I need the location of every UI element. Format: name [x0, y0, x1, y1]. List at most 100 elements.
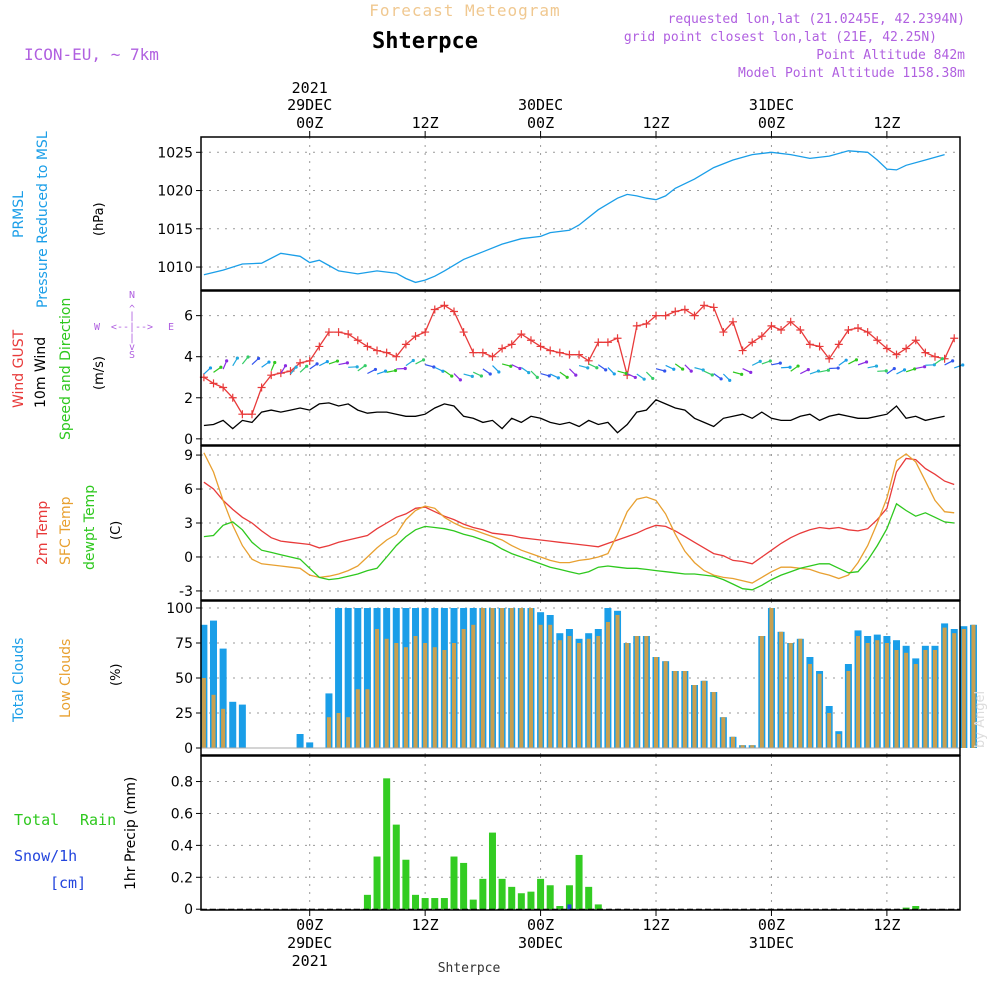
wind-arrow-head: [450, 374, 454, 378]
snow-bar: [567, 904, 572, 910]
low-cloud-bar: [384, 638, 389, 748]
wind-arrow-head: [535, 375, 539, 379]
wind-arrow-head: [844, 358, 848, 362]
rain-bar: [440, 898, 448, 910]
wind-arrow-head: [874, 364, 879, 368]
low-cloud-bar: [740, 745, 745, 748]
top-year: 2021: [292, 79, 328, 97]
gust-marker: [363, 342, 372, 351]
gust-marker: [815, 342, 824, 351]
top-date: 30DEC: [518, 96, 563, 114]
series-sfc-temp: [203, 452, 955, 584]
y-tick-label: 0.4: [171, 838, 193, 854]
gust-marker: [324, 328, 333, 337]
low-cloud-bar: [365, 689, 370, 748]
wind-arrow-head: [689, 369, 693, 373]
y-tick-label: 9: [184, 448, 193, 464]
gust-marker: [459, 328, 468, 337]
wind-arrow-head: [267, 360, 271, 364]
wind-arrow-head: [246, 355, 250, 359]
rain-bar: [383, 778, 391, 910]
wind-arrow-head: [373, 367, 378, 372]
y-tick-label: 50: [175, 671, 193, 687]
rain-bar: [392, 824, 400, 910]
speed-direction-label: Speed and Direction: [58, 298, 74, 440]
panel-frame: [200, 600, 961, 756]
gust-marker: [344, 330, 353, 339]
pressure-msl-label: Pressure Reduced to MSL: [35, 131, 51, 308]
low-cloud-bar: [942, 627, 947, 748]
low-cloud-bar: [480, 608, 485, 748]
gust-marker: [546, 346, 555, 355]
rain-bar: [537, 878, 545, 910]
wind-labels: Wind GUST 10m Wind Speed and Direction (…: [11, 290, 174, 440]
low-cloud-bar: [856, 636, 861, 748]
wind-arrow-head: [305, 364, 309, 368]
temp-unit: (C): [109, 521, 124, 540]
low-cloud-bar: [730, 736, 735, 748]
rain-bar: [402, 859, 410, 910]
rain-bar: [412, 894, 420, 910]
svg-text:v: v: [129, 342, 135, 353]
gust-marker: [873, 336, 882, 345]
wind-arrow-head: [940, 357, 944, 361]
wind-arrow-head: [788, 365, 792, 369]
compass-east: E: [168, 322, 174, 333]
total-cloud-bar: [354, 608, 362, 748]
low-clouds-label: Low Clouds: [58, 639, 74, 718]
gust-marker: [700, 301, 709, 310]
wind-arrow-head: [470, 374, 474, 378]
bottom-date: 31DEC: [749, 934, 794, 952]
gust-marker: [767, 321, 776, 330]
gust-marker: [844, 326, 853, 335]
plot-temperature: [203, 452, 955, 591]
wind-arrow-head: [421, 358, 426, 362]
gust-marker: [430, 305, 439, 314]
low-cloud-bar: [961, 629, 966, 748]
low-cloud-bar: [394, 643, 399, 748]
sfc-temp-label: SFC Temp: [58, 496, 74, 565]
wind-arrow-head: [681, 367, 685, 371]
wind-arrow-head: [509, 364, 513, 368]
wind-arrow-head: [586, 366, 590, 370]
rain-bar: [363, 894, 371, 910]
bottom-year: 2021: [292, 952, 328, 970]
low-cloud-bar: [326, 717, 331, 748]
wind-arrow-head: [256, 356, 261, 361]
wind-arrow-head: [411, 358, 415, 363]
top-date: 29DEC: [287, 96, 332, 114]
low-cloud-bar: [971, 624, 976, 748]
gust-marker: [902, 344, 911, 353]
total-cloud-bar: [363, 608, 371, 748]
rain-bar: [498, 878, 506, 910]
wind-arrow-head: [892, 366, 896, 371]
total-cloud-bar: [210, 620, 218, 748]
y-tick-label: 0: [184, 741, 193, 757]
low-cloud-bar: [923, 650, 928, 748]
gust-marker: [267, 371, 276, 380]
gust-marker: [296, 358, 305, 367]
wind-arrow-head: [235, 356, 239, 360]
top-hour: 00Z: [758, 114, 785, 132]
panel-precip: 0 0.2 0.4 0.6 0.8: [171, 755, 961, 918]
gust-marker: [728, 317, 737, 326]
gridpoint-coords: grid point closest lon,lat (21E, 42.25N): [624, 30, 937, 45]
rain-bar: [575, 854, 583, 910]
bottom-hour: 12Z: [642, 916, 669, 934]
bottom-hour: 00Z: [758, 916, 785, 934]
low-cloud-bar: [432, 647, 437, 748]
low-cloud-bar: [817, 673, 822, 748]
low-cloud-bar: [567, 636, 572, 748]
gust-marker: [517, 330, 526, 339]
wind-arrow-head: [612, 372, 616, 376]
compass-south: S: [129, 350, 135, 361]
low-cloud-bar: [557, 640, 562, 748]
gust-marker: [738, 346, 747, 355]
rain-bar: [546, 885, 554, 910]
gust-marker: [930, 352, 939, 361]
prmsl-label: PRMSL: [11, 191, 27, 238]
wind-arrow-head: [672, 367, 676, 371]
compass-rose: N S W E ^ | <--|--> | v: [94, 290, 174, 361]
wind-arrow-head: [710, 373, 714, 377]
low-cloud-bar: [221, 708, 226, 748]
